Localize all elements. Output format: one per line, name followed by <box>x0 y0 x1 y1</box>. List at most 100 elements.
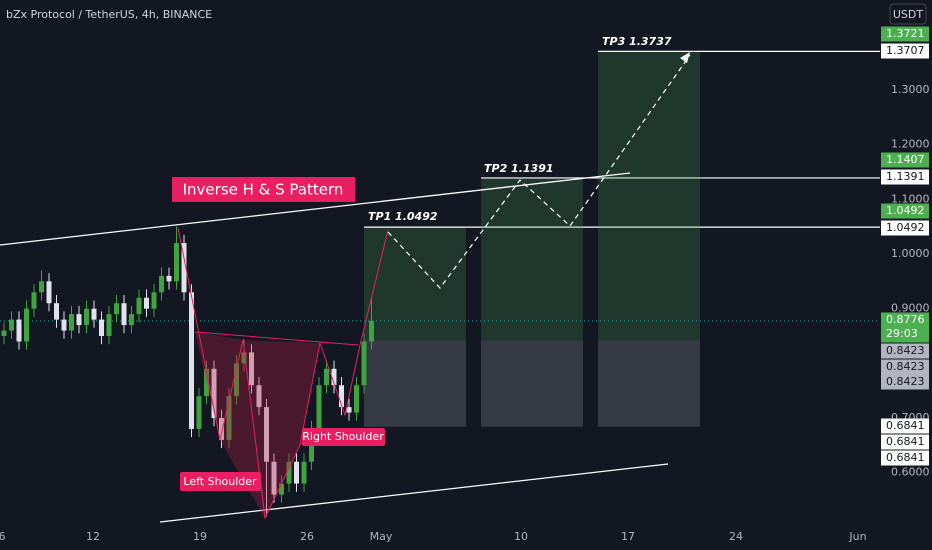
candle-body <box>166 275 172 282</box>
currency-box[interactable] <box>889 3 927 25</box>
pattern-label-box <box>172 177 355 202</box>
candle-body <box>106 314 112 337</box>
price-badge-label: 1.1391 <box>886 170 925 183</box>
price-badge-label: 0.6841 <box>886 435 925 448</box>
candle-body <box>31 292 37 309</box>
candle-body <box>361 341 367 386</box>
candle-body <box>324 368 329 386</box>
candle-body <box>151 292 157 309</box>
candle-body <box>9 319 14 331</box>
candle-body <box>271 461 277 495</box>
candle-body <box>226 396 232 440</box>
price-badge <box>881 220 929 236</box>
candle-body <box>121 303 127 326</box>
projection-arrow <box>680 52 690 63</box>
candle-body <box>181 243 187 293</box>
price-badge-label: 1.1407 <box>886 153 925 166</box>
candle-body <box>301 461 307 484</box>
lower-trendline <box>159 463 669 523</box>
candle-body <box>256 385 262 408</box>
pattern-line <box>177 227 389 520</box>
projection-path <box>387 54 691 289</box>
price-badge <box>881 343 929 359</box>
tp2-label: TP2 1.1391 <box>484 162 554 175</box>
candle-body <box>39 281 44 293</box>
candle-body <box>91 308 97 320</box>
candle-body <box>174 243 179 282</box>
price-badge <box>881 43 929 59</box>
date-label: 17 <box>621 530 635 543</box>
date-label: 19 <box>193 530 207 543</box>
countdown: 29:03 <box>886 327 918 340</box>
price-tick-label: 1.0000 <box>891 247 930 260</box>
price-badge <box>881 434 929 450</box>
candle-body <box>46 281 52 304</box>
pattern-fill <box>243 340 320 518</box>
candle-body <box>286 461 292 484</box>
loss-zone <box>481 340 583 427</box>
candle-body <box>346 407 352 413</box>
pattern-label: Inverse H & S Pattern <box>183 181 344 199</box>
tp3-label: TP3 1.3737 <box>602 35 672 48</box>
price-badge-label: 0.6841 <box>886 419 925 432</box>
symbol-title: bZx Protocol / TetherUS, 4h, BINANCE <box>6 8 212 21</box>
candle-body <box>369 320 374 342</box>
candle-body <box>114 303 119 315</box>
price-badge <box>881 26 929 42</box>
tp1-label: TP1 1.0492 <box>368 210 438 223</box>
candle-body <box>211 368 217 419</box>
price-badge <box>881 312 929 343</box>
price-tick-label: 0.6000 <box>891 466 930 479</box>
candle-body <box>204 368 209 397</box>
date-label: 12 <box>86 530 100 543</box>
price-tick-label: 1.1000 <box>891 192 930 205</box>
profit-zone <box>481 177 583 341</box>
candle-body <box>24 308 29 342</box>
neckline <box>194 331 359 346</box>
profit-zone <box>364 227 466 341</box>
candle-body <box>279 483 284 495</box>
price-tick-label: 1.2000 <box>891 138 930 151</box>
candle-body <box>294 461 299 484</box>
price-tick-label: 1.3000 <box>891 83 930 96</box>
price-tick-label: 0.9000 <box>891 302 930 315</box>
candle-body <box>84 308 89 326</box>
price-badge-label: 1.3707 <box>886 44 925 57</box>
candle-body <box>354 385 359 413</box>
date-label: 24 <box>729 530 743 543</box>
left-shoulder: Left Shoulder <box>183 475 257 488</box>
date-label: 6 <box>0 530 6 543</box>
candle-body <box>219 418 224 440</box>
candle-body <box>189 292 194 429</box>
price-badge <box>881 203 929 219</box>
candle-body <box>249 352 254 386</box>
price-badge-label: 0.8776 <box>886 313 925 326</box>
candle-body <box>159 275 164 293</box>
price-badge <box>881 418 929 434</box>
candle-body <box>69 314 74 331</box>
date-label: Jun <box>848 530 866 543</box>
date-label: May <box>370 530 393 543</box>
price-badge-label: 1.0492 <box>886 221 925 234</box>
loss-zone <box>598 340 700 427</box>
price-badge-label: 1.0492 <box>886 204 925 217</box>
candle-body <box>196 396 202 429</box>
candle-body <box>99 319 104 337</box>
price-badge <box>881 152 929 168</box>
currency[interactable]: USDT <box>893 8 924 21</box>
candle-body <box>316 385 322 429</box>
left-shoulder-box <box>180 472 261 491</box>
candle-body <box>264 407 269 462</box>
price-badge <box>881 359 929 375</box>
price-badge <box>881 450 929 466</box>
candle-body <box>241 352 247 364</box>
candle-body <box>136 297 142 315</box>
candle-body <box>234 363 239 397</box>
candle-body <box>339 385 344 408</box>
candle-body <box>331 368 337 386</box>
candle-body <box>129 314 134 326</box>
candle-body <box>1 330 7 337</box>
price-badge-label: 0.8423 <box>886 344 925 357</box>
